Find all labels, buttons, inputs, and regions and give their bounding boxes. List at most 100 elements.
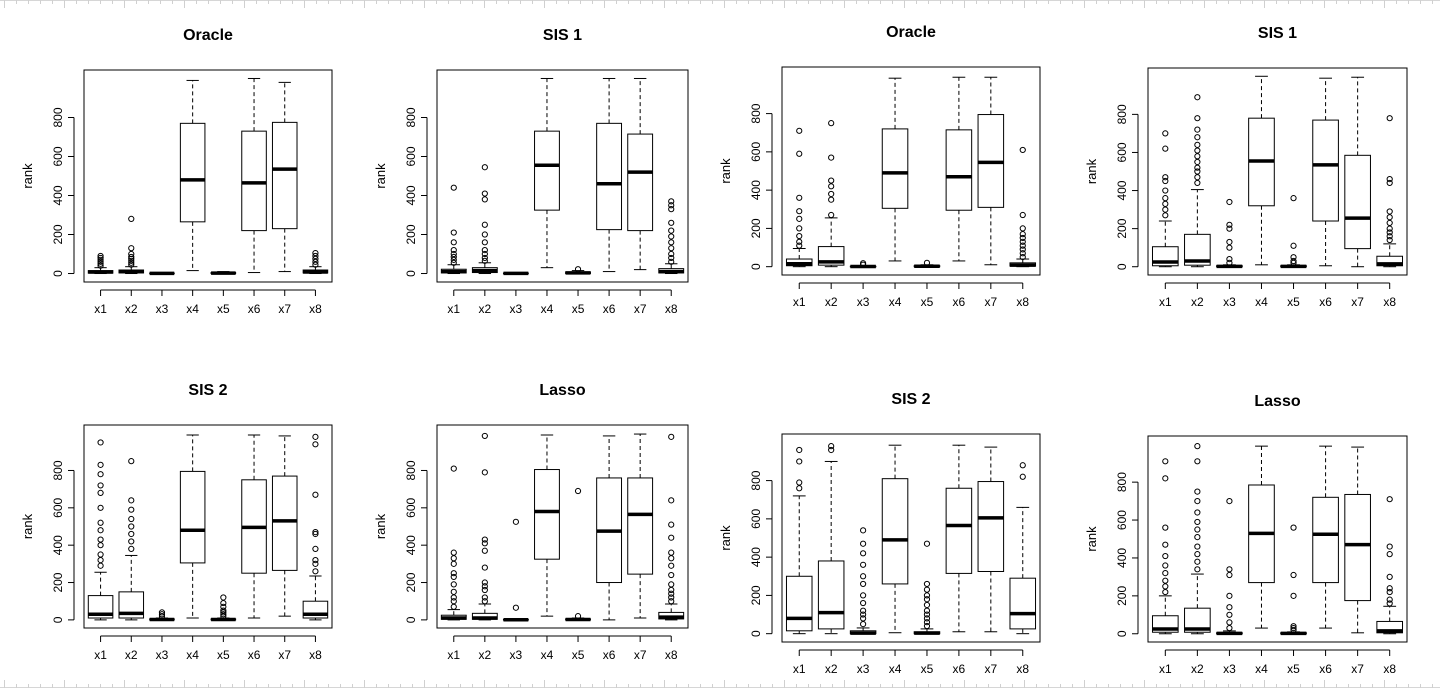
y-tick-label: 600 [51, 497, 65, 517]
outlier-point [481, 536, 488, 543]
outlier-point [312, 441, 319, 448]
y-tick-label: 600 [51, 146, 65, 166]
plot-frame [436, 424, 689, 629]
outlier-point [668, 198, 675, 205]
outlier-point [312, 530, 319, 538]
outlier-point [828, 196, 835, 203]
chart-title: Oracle [886, 24, 936, 41]
outlier-point [1226, 225, 1233, 232]
y-tick-label: 600 [749, 142, 763, 162]
outlier-point [828, 211, 835, 219]
outlier-point [450, 588, 457, 595]
y-tick-label: 200 [749, 218, 763, 238]
y-tick-label: 600 [749, 509, 763, 529]
outlier-point [1162, 177, 1169, 185]
outlier-point [97, 527, 104, 534]
outlier-point [481, 540, 488, 547]
outlier-point [1226, 256, 1233, 263]
outlier-point [1162, 145, 1169, 152]
outlier-point [450, 247, 457, 254]
y-tick-label: 0 [1115, 263, 1129, 270]
outlier-point [450, 560, 457, 567]
outlier-point [860, 621, 867, 628]
box-x3 [149, 271, 175, 276]
outlier-point [1162, 524, 1169, 531]
iqr-box [596, 122, 623, 231]
outlier-point [1386, 229, 1393, 236]
outlier-point [796, 194, 803, 201]
box-x7 [627, 433, 654, 619]
outlier-point [1194, 551, 1201, 558]
outlier-point [860, 611, 867, 618]
outlier-point [860, 580, 867, 588]
chart-title: Oracle [183, 27, 233, 44]
outlier-point [450, 549, 457, 556]
x-tick-label: x7 [634, 648, 647, 662]
outlier-point [1162, 570, 1169, 577]
outlier-point [450, 594, 457, 601]
outlier-point [97, 536, 104, 543]
iqr-box [1344, 493, 1371, 602]
chart-panel-3: Oracle 0 200 400 600 800 rank x1 x2 x3 x4 x5 x6 x7 x8 [718, 24, 1041, 309]
outlier-point [128, 261, 135, 268]
chart-title: Lasso [1254, 393, 1300, 410]
outlier-point [1226, 566, 1233, 573]
box-x7 [977, 446, 1005, 633]
outlier-point [450, 229, 457, 236]
iqr-box [817, 560, 845, 630]
x-tick-label: x2 [125, 302, 138, 316]
outlier-point [97, 519, 104, 526]
outlier-point [1386, 588, 1393, 596]
outlier-point [97, 482, 104, 489]
outlier-point [1386, 600, 1393, 607]
outlier-point [668, 549, 675, 556]
box-x2 [1184, 443, 1211, 635]
iqr-box [271, 121, 298, 230]
outlier-point [128, 530, 135, 538]
outlier-point [1194, 141, 1201, 148]
chart-title: Lasso [539, 382, 585, 399]
outlier-point [668, 258, 675, 265]
chart-panel-5: SIS 2 0 200 400 600 800 rank x1 x2 x3 x4 x5 x6 x7 x8 [20, 382, 333, 662]
box-x2 [118, 215, 145, 275]
x-tick-label: x5 [921, 662, 934, 676]
outlier-point [828, 190, 835, 198]
outlier-point [481, 257, 488, 264]
outlier-point [1194, 179, 1201, 187]
outlier-point [923, 619, 931, 626]
y-tick-label: 0 [51, 270, 65, 277]
outlier-point [923, 611, 931, 618]
outlier-point [128, 523, 135, 530]
y-tick-label: 200 [51, 572, 65, 592]
outlier-point [668, 239, 675, 246]
box-x2 [471, 432, 498, 621]
outlier-point [97, 557, 104, 564]
chart-panel-6: Lasso 0 200 400 600 800 rank x1 x2 x3 x4 x5 x6 x7 x8 [373, 382, 689, 662]
outlier-point [1226, 198, 1233, 206]
x-tick-label: x5 [572, 302, 585, 316]
outlier-point [668, 206, 675, 213]
box-x4 [534, 434, 560, 617]
outlier-point [481, 583, 488, 590]
box-x1 [1151, 130, 1179, 268]
box-x8 [302, 433, 329, 621]
x-tick-label: x3 [857, 662, 870, 676]
iqr-box [1312, 496, 1339, 584]
box-x4 [881, 77, 909, 262]
outlier-point [923, 601, 931, 609]
y-axis-label: rank [718, 525, 733, 551]
outlier-point [923, 607, 931, 614]
x-tick-label: x4 [889, 662, 902, 676]
x-tick-label: x6 [248, 648, 261, 662]
box-x3 [502, 271, 529, 276]
y-axis-label: rank [373, 163, 388, 189]
outlier-point [1290, 626, 1297, 634]
x-tick-label: x7 [1351, 662, 1364, 676]
outlier-point [860, 561, 867, 568]
x-tick-label: x8 [1016, 295, 1029, 309]
outlier-point [1194, 115, 1201, 122]
outlier-point [128, 538, 135, 545]
box-x6 [596, 435, 623, 621]
outlier-point [220, 594, 227, 601]
x-tick-label: x1 [447, 302, 460, 316]
